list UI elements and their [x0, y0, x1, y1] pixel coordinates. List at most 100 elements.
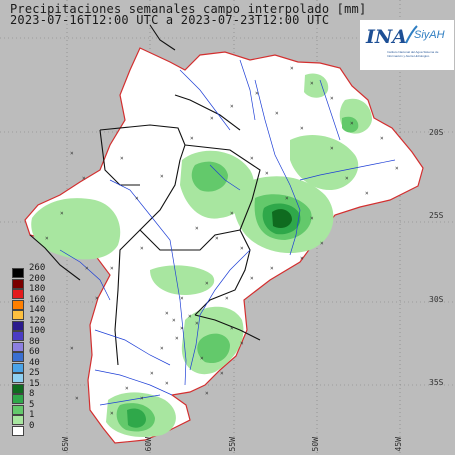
svg-text:×: × — [215, 235, 219, 242]
svg-text:×: × — [150, 370, 154, 377]
svg-text:×: × — [320, 240, 324, 247]
svg-text:×: × — [230, 210, 234, 217]
svg-text:×: × — [190, 135, 194, 142]
svg-text:×: × — [220, 370, 224, 377]
legend-item: 15 — [12, 379, 52, 395]
svg-text:×: × — [70, 345, 74, 352]
svg-text:×: × — [205, 390, 209, 397]
legend-item: 5 — [12, 400, 52, 416]
legend-item: 120 — [12, 316, 52, 332]
legend-swatch — [12, 331, 24, 341]
svg-text:×: × — [110, 410, 114, 417]
lon-label-45w: 45W — [394, 437, 403, 452]
legend-label: 200 — [29, 273, 46, 284]
svg-text:×: × — [240, 340, 244, 347]
svg-text:×: × — [250, 155, 254, 162]
svg-text:×: × — [330, 95, 334, 102]
svg-text:×: × — [140, 395, 144, 402]
lon-label-65w: 65W — [61, 437, 70, 452]
station-markers: ×××× ×××× ×××× ×××× ×××× ×××× ×××× ×××× … — [45, 65, 399, 417]
svg-text:×: × — [180, 295, 184, 302]
svg-text:×: × — [290, 65, 294, 72]
lat-label-35s: 35S — [429, 378, 444, 387]
legend-item: 100 — [12, 326, 52, 342]
legend-swatch — [12, 394, 24, 404]
svg-text:×: × — [70, 150, 74, 157]
svg-text:×: × — [110, 265, 114, 272]
legend-item: 8 — [12, 389, 52, 405]
lat-label-25s: 25S — [429, 211, 444, 220]
legend-item: 260 — [12, 263, 52, 279]
svg-text:×: × — [165, 380, 169, 387]
legend-label: 180 — [29, 284, 46, 294]
logo-swoosh-icon — [405, 25, 418, 44]
legend-swatch — [12, 289, 24, 299]
lat-label-30s: 30S — [429, 295, 444, 304]
legend-swatch — [12, 299, 24, 310]
svg-text:×: × — [135, 195, 139, 202]
svg-text:×: × — [172, 317, 176, 324]
legend-swatch — [12, 362, 24, 373]
legend-swatch — [12, 320, 24, 331]
legend-swatch — [12, 425, 24, 436]
svg-text:×: × — [75, 395, 79, 402]
svg-text:×: × — [95, 295, 99, 302]
svg-text:×: × — [310, 215, 314, 222]
svg-text:×: × — [240, 245, 244, 252]
legend-label: 15 — [29, 378, 40, 389]
svg-text:×: × — [160, 345, 164, 352]
legend-item: 80 — [12, 337, 52, 353]
legend-swatch — [12, 278, 24, 289]
legend-item: 25 — [12, 368, 52, 384]
map-title: Precipitaciones semanales campo interpol… — [10, 2, 367, 16]
svg-text:×: × — [82, 175, 86, 182]
svg-text:×: × — [210, 115, 214, 122]
svg-text:×: × — [285, 195, 289, 202]
svg-text:×: × — [300, 255, 304, 262]
svg-text:×: × — [175, 335, 179, 342]
precipitation-15-25mm — [272, 209, 292, 228]
svg-text:×: × — [350, 120, 354, 127]
legend-swatch — [12, 383, 24, 394]
legend-swatch — [12, 341, 24, 352]
svg-text:×: × — [255, 90, 259, 97]
svg-text:×: × — [380, 135, 384, 142]
svg-text:×: × — [275, 110, 279, 117]
logo-siyah-text: SiyAH — [414, 29, 445, 41]
svg-text:×: × — [270, 265, 274, 272]
river-network — [59, 59, 396, 406]
svg-text:×: × — [230, 103, 234, 110]
legend-item: 200 — [12, 274, 52, 290]
legend-label: 1 — [29, 410, 35, 420]
svg-text:×: × — [225, 295, 229, 302]
country-borders — [29, 24, 261, 366]
svg-text:×: × — [300, 125, 304, 132]
ina-siyah-logo: INA SiyAH Instituto Nacional del Agua Si… — [360, 20, 454, 70]
legend-item: 60 — [12, 347, 52, 363]
legend-item: 0 — [12, 421, 52, 437]
legend-label: 25 — [29, 368, 40, 378]
svg-text:×: × — [195, 225, 199, 232]
logo-subtitle: Instituto Nacional del Agua Sistema de I… — [387, 50, 439, 58]
legend-swatch — [12, 415, 24, 425]
svg-text:×: × — [125, 385, 129, 392]
legend-label: 140 — [29, 305, 46, 315]
svg-text:×: × — [250, 275, 254, 282]
date-range: 2023-07-16T12:00 UTC a 2023-07-23T12:00 … — [10, 13, 330, 27]
legend-label: 160 — [29, 294, 46, 305]
svg-text:×: × — [330, 145, 334, 152]
legend-item: 1 — [12, 410, 52, 426]
legend-swatch — [12, 373, 24, 383]
svg-text:×: × — [60, 210, 64, 217]
svg-text:×: × — [395, 165, 399, 172]
legend-label: 100 — [29, 326, 46, 336]
svg-text:×: × — [188, 313, 192, 320]
legend-label: 80 — [29, 336, 40, 347]
lon-label-60w: 60W — [144, 437, 153, 452]
svg-text:×: × — [140, 245, 144, 252]
legend-swatch — [12, 310, 24, 320]
legend-item: 160 — [12, 295, 52, 311]
svg-text:×: × — [160, 173, 164, 180]
svg-text:×: × — [365, 190, 369, 197]
